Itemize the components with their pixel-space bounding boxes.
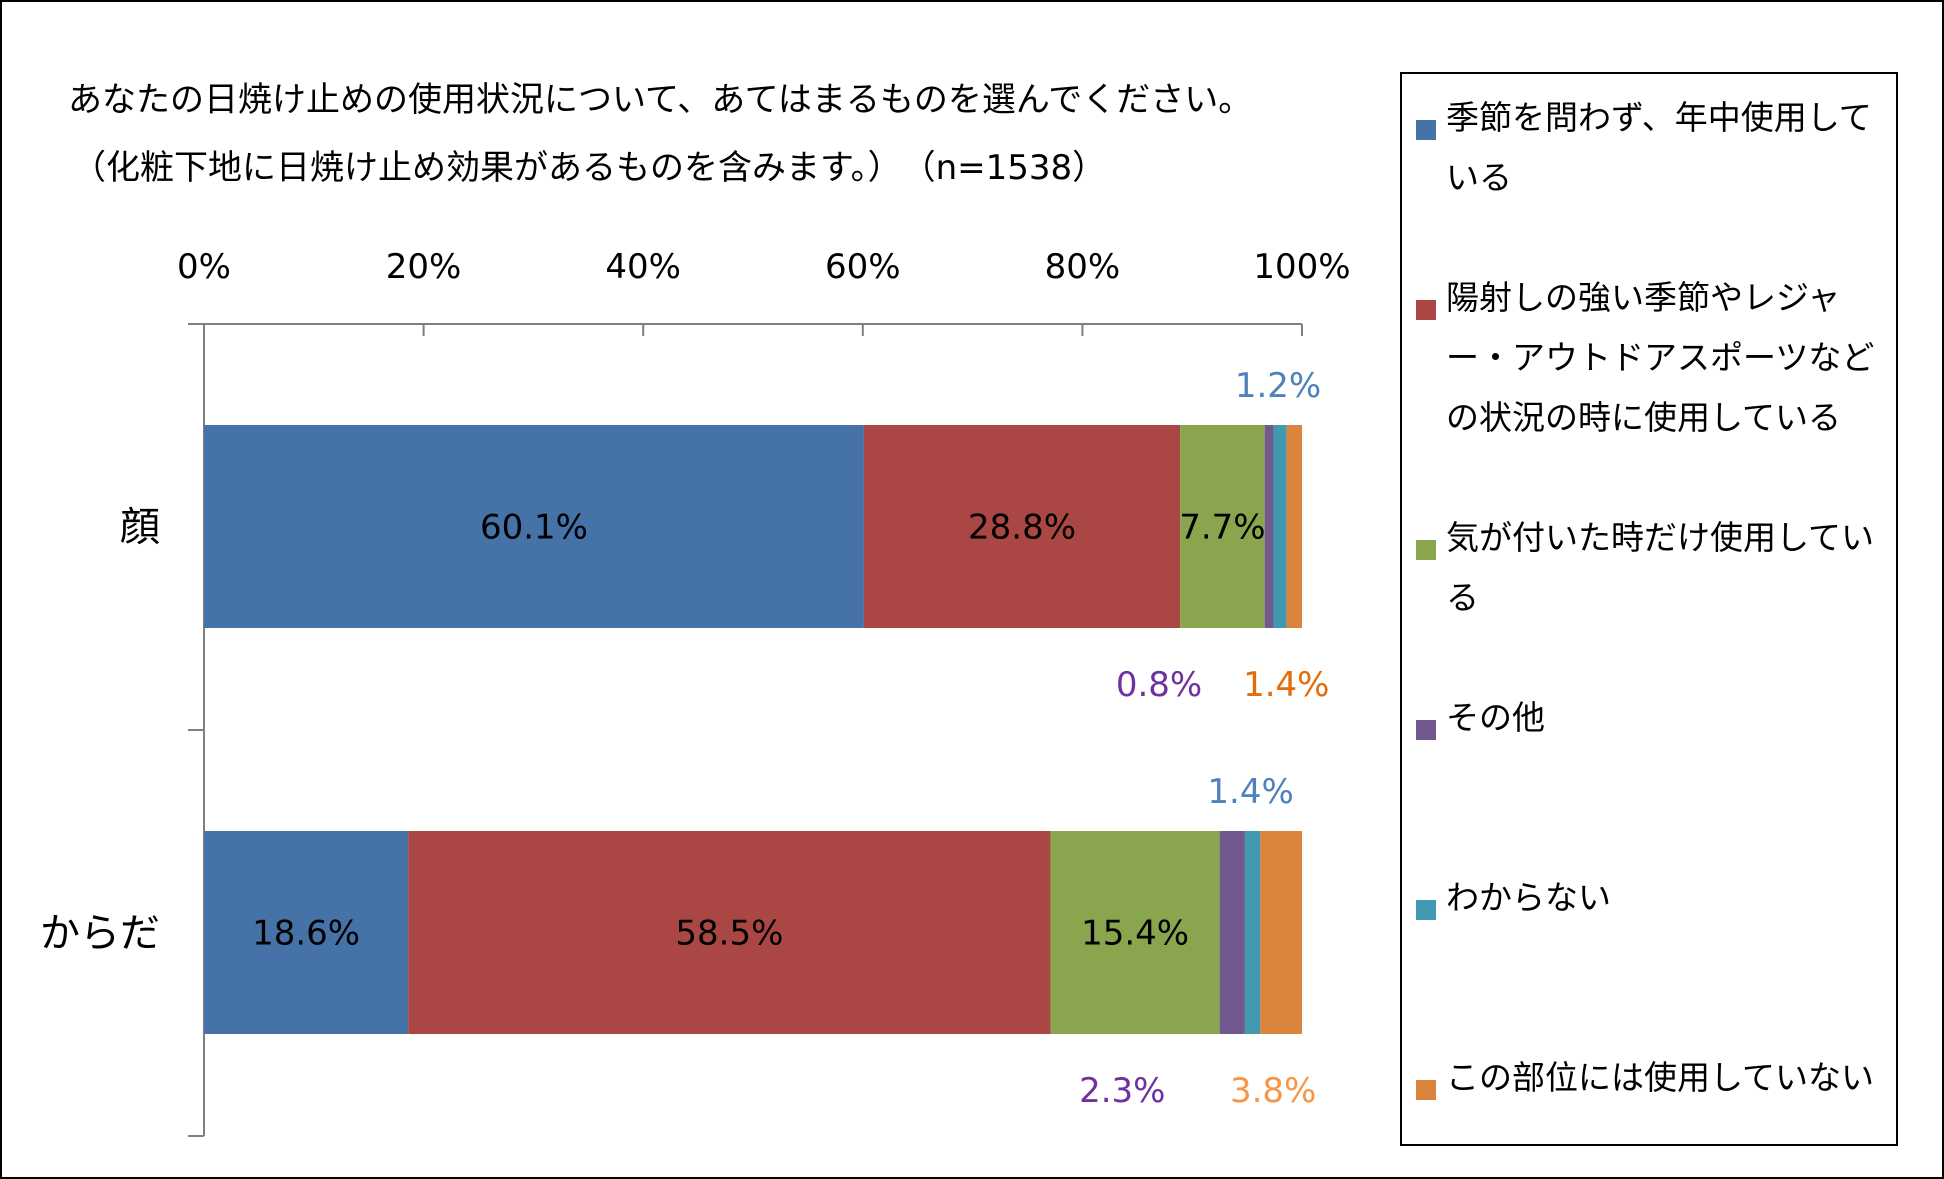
chart-title-line-1: あなたの日焼け止めの使用状況について、あてはまるものを選んでください。: [68, 80, 1253, 120]
x-tick-label: 40%: [605, 247, 681, 287]
category-label: 顔: [120, 505, 160, 551]
data-label: 18.6%: [252, 914, 360, 954]
bar-segment: [204, 425, 864, 628]
data-label: 1.4%: [1207, 772, 1293, 812]
data-label: 0.8%: [1116, 665, 1202, 705]
bar-segment: [1050, 831, 1220, 1034]
legend-item: 気が付いた時だけ使用している: [1416, 508, 1886, 628]
bar-segment: [204, 831, 409, 1034]
chart-title-line-2: （化粧下地に日焼け止め効果があるものを含みます。） （n=1538）: [72, 148, 1107, 188]
category-label: からだ: [40, 911, 160, 957]
data-label: 28.8%: [968, 508, 1076, 548]
legend-label: この部位には使用していない: [1446, 1058, 1875, 1097]
legend-item: その他: [1416, 688, 1886, 748]
bar-segment: [1264, 425, 1274, 628]
data-label: 3.8%: [1230, 1071, 1316, 1111]
legend-swatch: [1416, 1080, 1436, 1100]
bar-segment: [1180, 425, 1265, 628]
legend: 季節を問わず、年中使用している陽射しの強い季節やレジャー・アウトドアスポーツなど…: [1400, 72, 1898, 1146]
legend-swatch: [1416, 900, 1436, 920]
legend-swatch: [1416, 720, 1436, 740]
bar-segment: [1286, 425, 1302, 628]
x-tick-label: 80%: [1045, 247, 1121, 287]
x-tick-label: 60%: [825, 247, 901, 287]
bar-segment: [1260, 831, 1302, 1034]
data-label: 60.1%: [480, 508, 588, 548]
legend-label: 気が付いた時だけ使用している: [1446, 518, 1875, 617]
legend-item: この部位には使用していない: [1416, 1048, 1886, 1108]
legend-swatch: [1416, 540, 1436, 560]
legend-item: 陽射しの強い季節やレジャー・アウトドアスポーツなどの状況の時に使用している: [1416, 268, 1886, 448]
x-tick-label: 100%: [1253, 247, 1350, 287]
data-label: 15.4%: [1081, 914, 1189, 954]
data-label: 1.4%: [1243, 665, 1329, 705]
data-label: 58.5%: [675, 914, 783, 954]
bar-segment: [1219, 831, 1245, 1034]
legend-swatch: [1416, 120, 1436, 140]
bar-segment: [1244, 831, 1261, 1034]
x-tick-label: 0%: [177, 247, 231, 287]
legend-item: わからない: [1416, 868, 1886, 928]
legend-item: 季節を問わず、年中使用している: [1416, 88, 1886, 208]
data-label: 1.2%: [1235, 366, 1321, 406]
data-label: 7.7%: [1179, 508, 1265, 548]
bar-segment: [863, 425, 1181, 628]
legend-swatch: [1416, 300, 1436, 320]
bar-segment: [1273, 425, 1287, 628]
legend-label: 陽射しの強い季節やレジャー・アウトドアスポーツなどの状況の時に使用している: [1446, 278, 1875, 437]
bar-segment: [408, 831, 1051, 1034]
legend-label: その他: [1446, 698, 1545, 737]
x-tick-label: 20%: [386, 247, 462, 287]
legend-label: 季節を問わず、年中使用している: [1446, 98, 1872, 197]
data-label: 2.3%: [1079, 1071, 1165, 1111]
legend-label: わからない: [1446, 878, 1611, 917]
